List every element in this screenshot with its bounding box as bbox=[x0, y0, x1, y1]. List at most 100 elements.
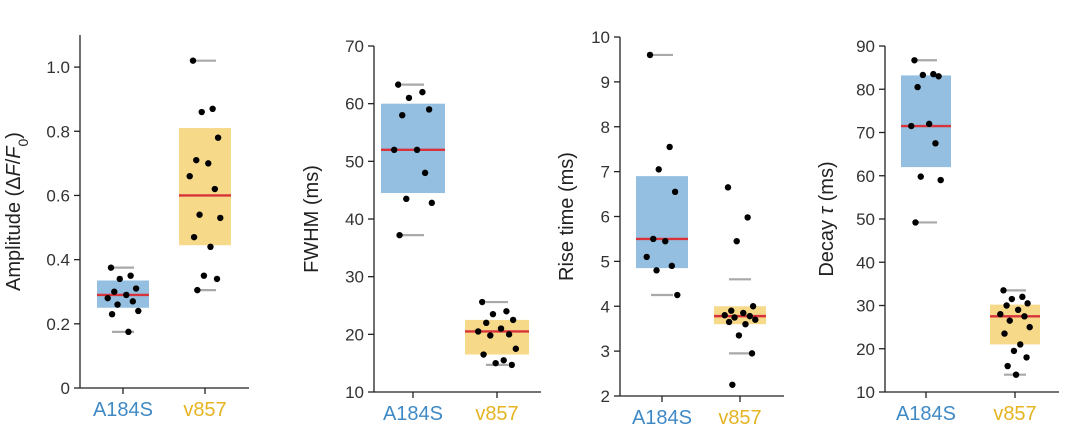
data-point bbox=[1023, 354, 1030, 361]
data-point bbox=[668, 262, 676, 270]
data-point bbox=[413, 146, 421, 153]
data-point bbox=[728, 307, 735, 314]
data-point bbox=[116, 275, 123, 283]
y-tick-label: 90 bbox=[856, 37, 875, 56]
box-iqr bbox=[179, 128, 231, 246]
data-point bbox=[1000, 287, 1007, 294]
data-point bbox=[1004, 362, 1011, 370]
y-tick-label: 0 bbox=[61, 379, 70, 398]
data-point bbox=[480, 351, 487, 358]
y-tick-label: 20 bbox=[345, 325, 364, 344]
data-point bbox=[207, 243, 214, 250]
data-point bbox=[474, 328, 482, 335]
data-point bbox=[674, 291, 681, 299]
data-point bbox=[1019, 293, 1026, 301]
data-point bbox=[123, 291, 130, 299]
data-point bbox=[917, 173, 924, 180]
y-tick-label: 8 bbox=[601, 118, 610, 137]
data-point bbox=[196, 211, 203, 218]
data-point bbox=[735, 332, 743, 339]
box-iqr bbox=[901, 75, 951, 168]
data-point bbox=[512, 345, 520, 352]
box-iqr bbox=[381, 103, 445, 194]
category-label: A184S bbox=[93, 399, 153, 421]
data-point bbox=[937, 176, 944, 184]
y-tick-label: 7 bbox=[601, 163, 610, 182]
data-point bbox=[129, 298, 137, 305]
data-point bbox=[724, 184, 732, 191]
category-label: A184S bbox=[896, 403, 956, 425]
data-point bbox=[214, 134, 222, 141]
data-point bbox=[390, 146, 398, 153]
y-tick-label: 5 bbox=[601, 252, 610, 271]
data-point bbox=[908, 122, 915, 130]
data-point bbox=[742, 321, 749, 328]
data-point bbox=[396, 231, 403, 239]
data-point bbox=[509, 316, 517, 324]
data-point bbox=[125, 328, 132, 336]
data-point bbox=[662, 237, 669, 245]
data-point bbox=[500, 357, 507, 364]
data-point bbox=[1008, 295, 1016, 303]
category-label: v857 bbox=[183, 399, 226, 421]
series-A184S: A184S bbox=[93, 264, 153, 421]
y-axis-label-part: F bbox=[3, 162, 25, 176]
data-point bbox=[1001, 330, 1008, 337]
data-point bbox=[403, 195, 410, 203]
data-point bbox=[135, 307, 142, 315]
data-point bbox=[671, 188, 679, 196]
data-point bbox=[189, 57, 197, 64]
y-axis-label-part: Δ bbox=[3, 176, 25, 189]
y-tick-label: 0.6 bbox=[46, 186, 70, 205]
data-point bbox=[744, 214, 751, 221]
data-point bbox=[483, 319, 490, 326]
data-point bbox=[399, 112, 406, 119]
data-point bbox=[395, 81, 402, 88]
data-point bbox=[935, 73, 942, 80]
y-axis-label: Amplitude (ΔF/F0) bbox=[3, 132, 31, 291]
data-point bbox=[914, 83, 921, 91]
y-axis-label-part: ) bbox=[3, 132, 25, 139]
data-point bbox=[1010, 347, 1018, 355]
data-point bbox=[211, 185, 219, 193]
data-point bbox=[746, 312, 754, 320]
panel-3: 2 3 4 5 6 7 8 9 10 Rise time (ms) A184S v857 bbox=[556, 28, 784, 429]
data-point bbox=[487, 332, 494, 339]
data-point bbox=[479, 298, 486, 306]
data-point bbox=[127, 272, 134, 279]
data-point bbox=[1024, 300, 1031, 307]
data-point bbox=[643, 253, 650, 261]
panel-4: 10 20 30 40 50 60 70 80 90 Decay τ (ms) A184S v857 bbox=[816, 37, 1059, 425]
y-tick-label: 70 bbox=[856, 124, 875, 143]
y-tick-label: 10 bbox=[345, 383, 364, 402]
data-point bbox=[1012, 371, 1020, 378]
data-point bbox=[1006, 317, 1013, 324]
data-point bbox=[930, 70, 937, 78]
y-axis-label: Decay τ (ms) bbox=[816, 161, 838, 276]
box-iqr bbox=[636, 176, 688, 269]
y-axis-label-part: (ms) bbox=[816, 161, 838, 207]
y-tick-label: 0.8 bbox=[46, 122, 70, 141]
data-point bbox=[666, 143, 673, 151]
data-point bbox=[198, 108, 205, 116]
y-tick-label: 30 bbox=[856, 297, 875, 316]
y-axis-label-part: 0 bbox=[15, 138, 31, 146]
data-point bbox=[508, 361, 515, 369]
series-v857: v857 bbox=[990, 287, 1040, 425]
data-point bbox=[653, 267, 660, 274]
y-tick-label: 50 bbox=[856, 210, 875, 229]
y-axis-label-part: / bbox=[3, 158, 25, 164]
panel-2: 10 20 30 40 50 60 70 FWHM (ms) A184S v857 bbox=[301, 37, 541, 425]
y-tick-label: 6 bbox=[601, 208, 610, 227]
data-point bbox=[492, 359, 499, 367]
y-tick-label: 0.2 bbox=[46, 315, 70, 334]
data-point bbox=[729, 381, 736, 388]
data-point bbox=[912, 219, 919, 226]
y-axis-label-part: τ bbox=[816, 205, 838, 214]
data-point bbox=[650, 235, 657, 243]
box-iqr bbox=[465, 319, 529, 355]
data-point bbox=[421, 169, 429, 177]
data-point bbox=[925, 120, 933, 128]
series-v857: v857 bbox=[714, 184, 766, 429]
data-point bbox=[932, 140, 939, 147]
